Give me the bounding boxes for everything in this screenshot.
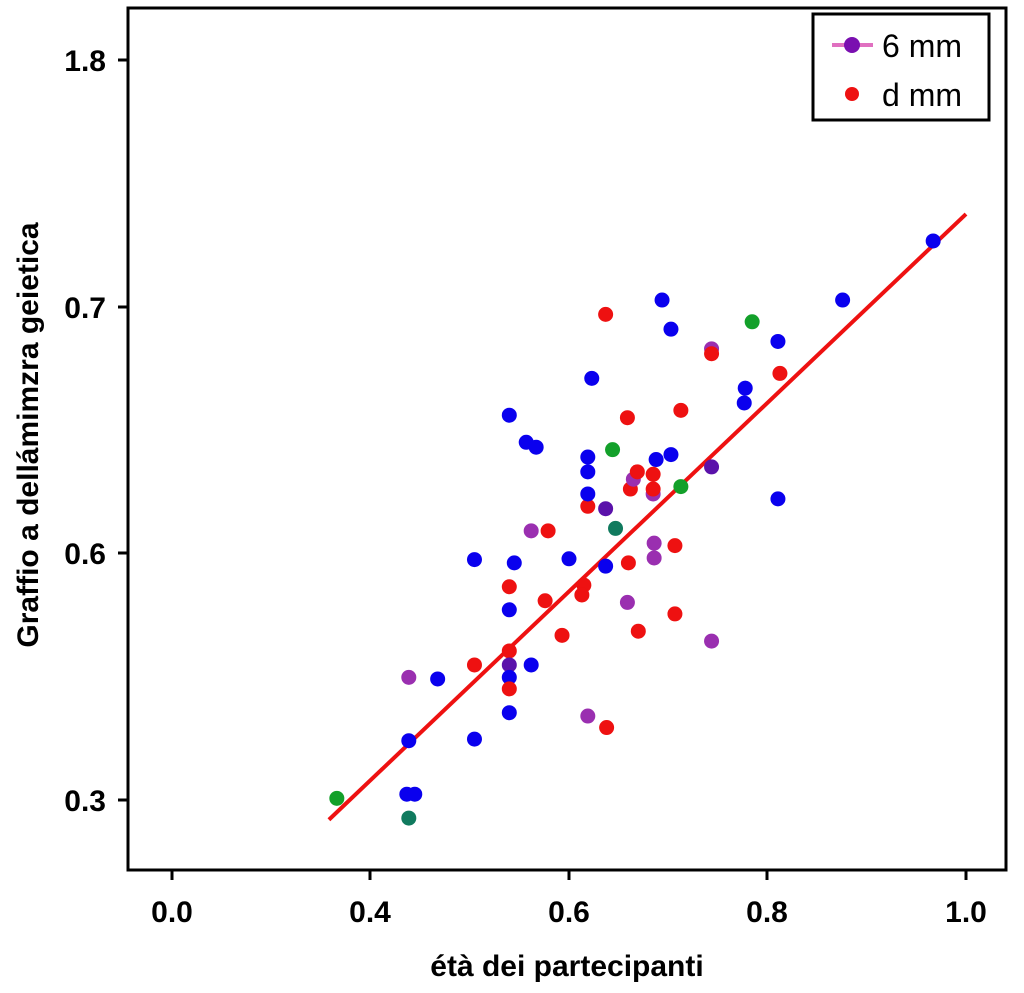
data-point-blue [501,407,517,423]
data-point-green [605,442,621,458]
data-point-blue [598,558,614,574]
data-point-blue [466,552,482,568]
data-point-red [619,410,635,426]
data-point-blue [523,657,539,673]
data-point-red [630,623,646,639]
data-point-purple [523,523,539,539]
data-point-red [667,606,683,622]
legend-label-dmm: d mm [882,77,962,113]
legend-box [811,12,991,122]
legend-dmm-dot-icon [845,87,859,101]
data-point-green [744,314,760,330]
data-point-blue [501,705,517,721]
x-tick-label: 0.0 [151,896,193,929]
y-tick-label: 1.8 [64,45,106,78]
data-point-red [645,481,661,497]
data-point-red [667,538,683,554]
data-point-blue [663,321,679,337]
data-point-red [554,627,570,643]
data-point-blue [835,292,851,308]
data-point-blue [584,370,600,386]
data-point-blue [528,439,544,455]
y-tick-label: 0.3 [64,785,106,818]
data-point-teal [608,520,624,536]
data-point-blue [663,447,679,463]
y-tick-label: 0.7 [64,292,106,325]
data-point-red [501,579,517,595]
data-point-red [466,657,482,673]
data-point-red [580,498,596,514]
data-point-red [704,346,720,362]
data-point-red [645,466,661,482]
fit-line-group [327,212,968,822]
data-point-green [673,479,689,495]
data-point-blue [648,452,664,468]
data-point-blue [770,333,786,349]
x-axis: 0.0 0.4 0.6 0.8 1.0 [151,870,987,929]
data-point-blue [580,449,596,465]
data-point-blue [770,491,786,507]
data-point-red [540,523,556,539]
data-point-red [501,643,517,659]
data-point-purple [401,669,417,685]
data-point-violet [598,501,614,517]
data-point-red [598,306,614,322]
data-point-purple [619,594,635,610]
data-point-violet [501,657,517,673]
data-point-blue [430,671,446,687]
data-point-red [772,365,788,381]
x-tick-label: 0.6 [548,896,590,929]
legend: 6 mm d mm [811,12,991,122]
y-tick-label: 0.6 [64,538,106,571]
data-point-blue [580,464,596,480]
data-point-blue [561,551,577,567]
legend-label-6mm: 6 mm [882,28,962,64]
data-point-violet [704,459,720,475]
points-group [329,233,941,826]
legend-6mm-dot-icon [844,37,860,53]
fit-line [327,212,968,822]
data-point-blue [737,380,753,396]
plot-frame [126,6,1008,872]
x-tick-label: 0.4 [349,896,391,929]
data-point-red [620,555,636,571]
x-tick-label: 0.8 [746,896,788,929]
data-point-blue [407,786,423,802]
data-point-purple [646,550,662,566]
data-point-teal [401,810,417,826]
y-axis: 0.3 0.6 0.7 1.8 [64,45,128,818]
data-point-purple [704,633,720,649]
data-point-blue [501,669,517,685]
data-point-red [537,593,553,609]
data-point-purple [580,708,596,724]
x-axis-label: étà dei partecipanti [430,950,703,983]
data-point-red [574,587,590,603]
data-point-blue [466,731,482,747]
data-point-red [629,464,645,480]
data-point-red [673,402,689,418]
data-point-green [329,790,345,806]
data-point-red [599,720,615,736]
data-point-blue [580,486,596,502]
data-point-red [501,681,517,697]
data-point-blue [506,555,522,571]
data-point-blue [501,602,517,618]
data-point-blue [736,395,752,411]
data-point-blue [401,733,417,749]
y-axis-label: Graffio a dellámimzra geietica [12,222,45,647]
x-tick-label: 1.0 [945,896,987,929]
data-point-purple [646,535,662,551]
data-point-blue [654,292,670,308]
data-point-blue [925,233,941,249]
